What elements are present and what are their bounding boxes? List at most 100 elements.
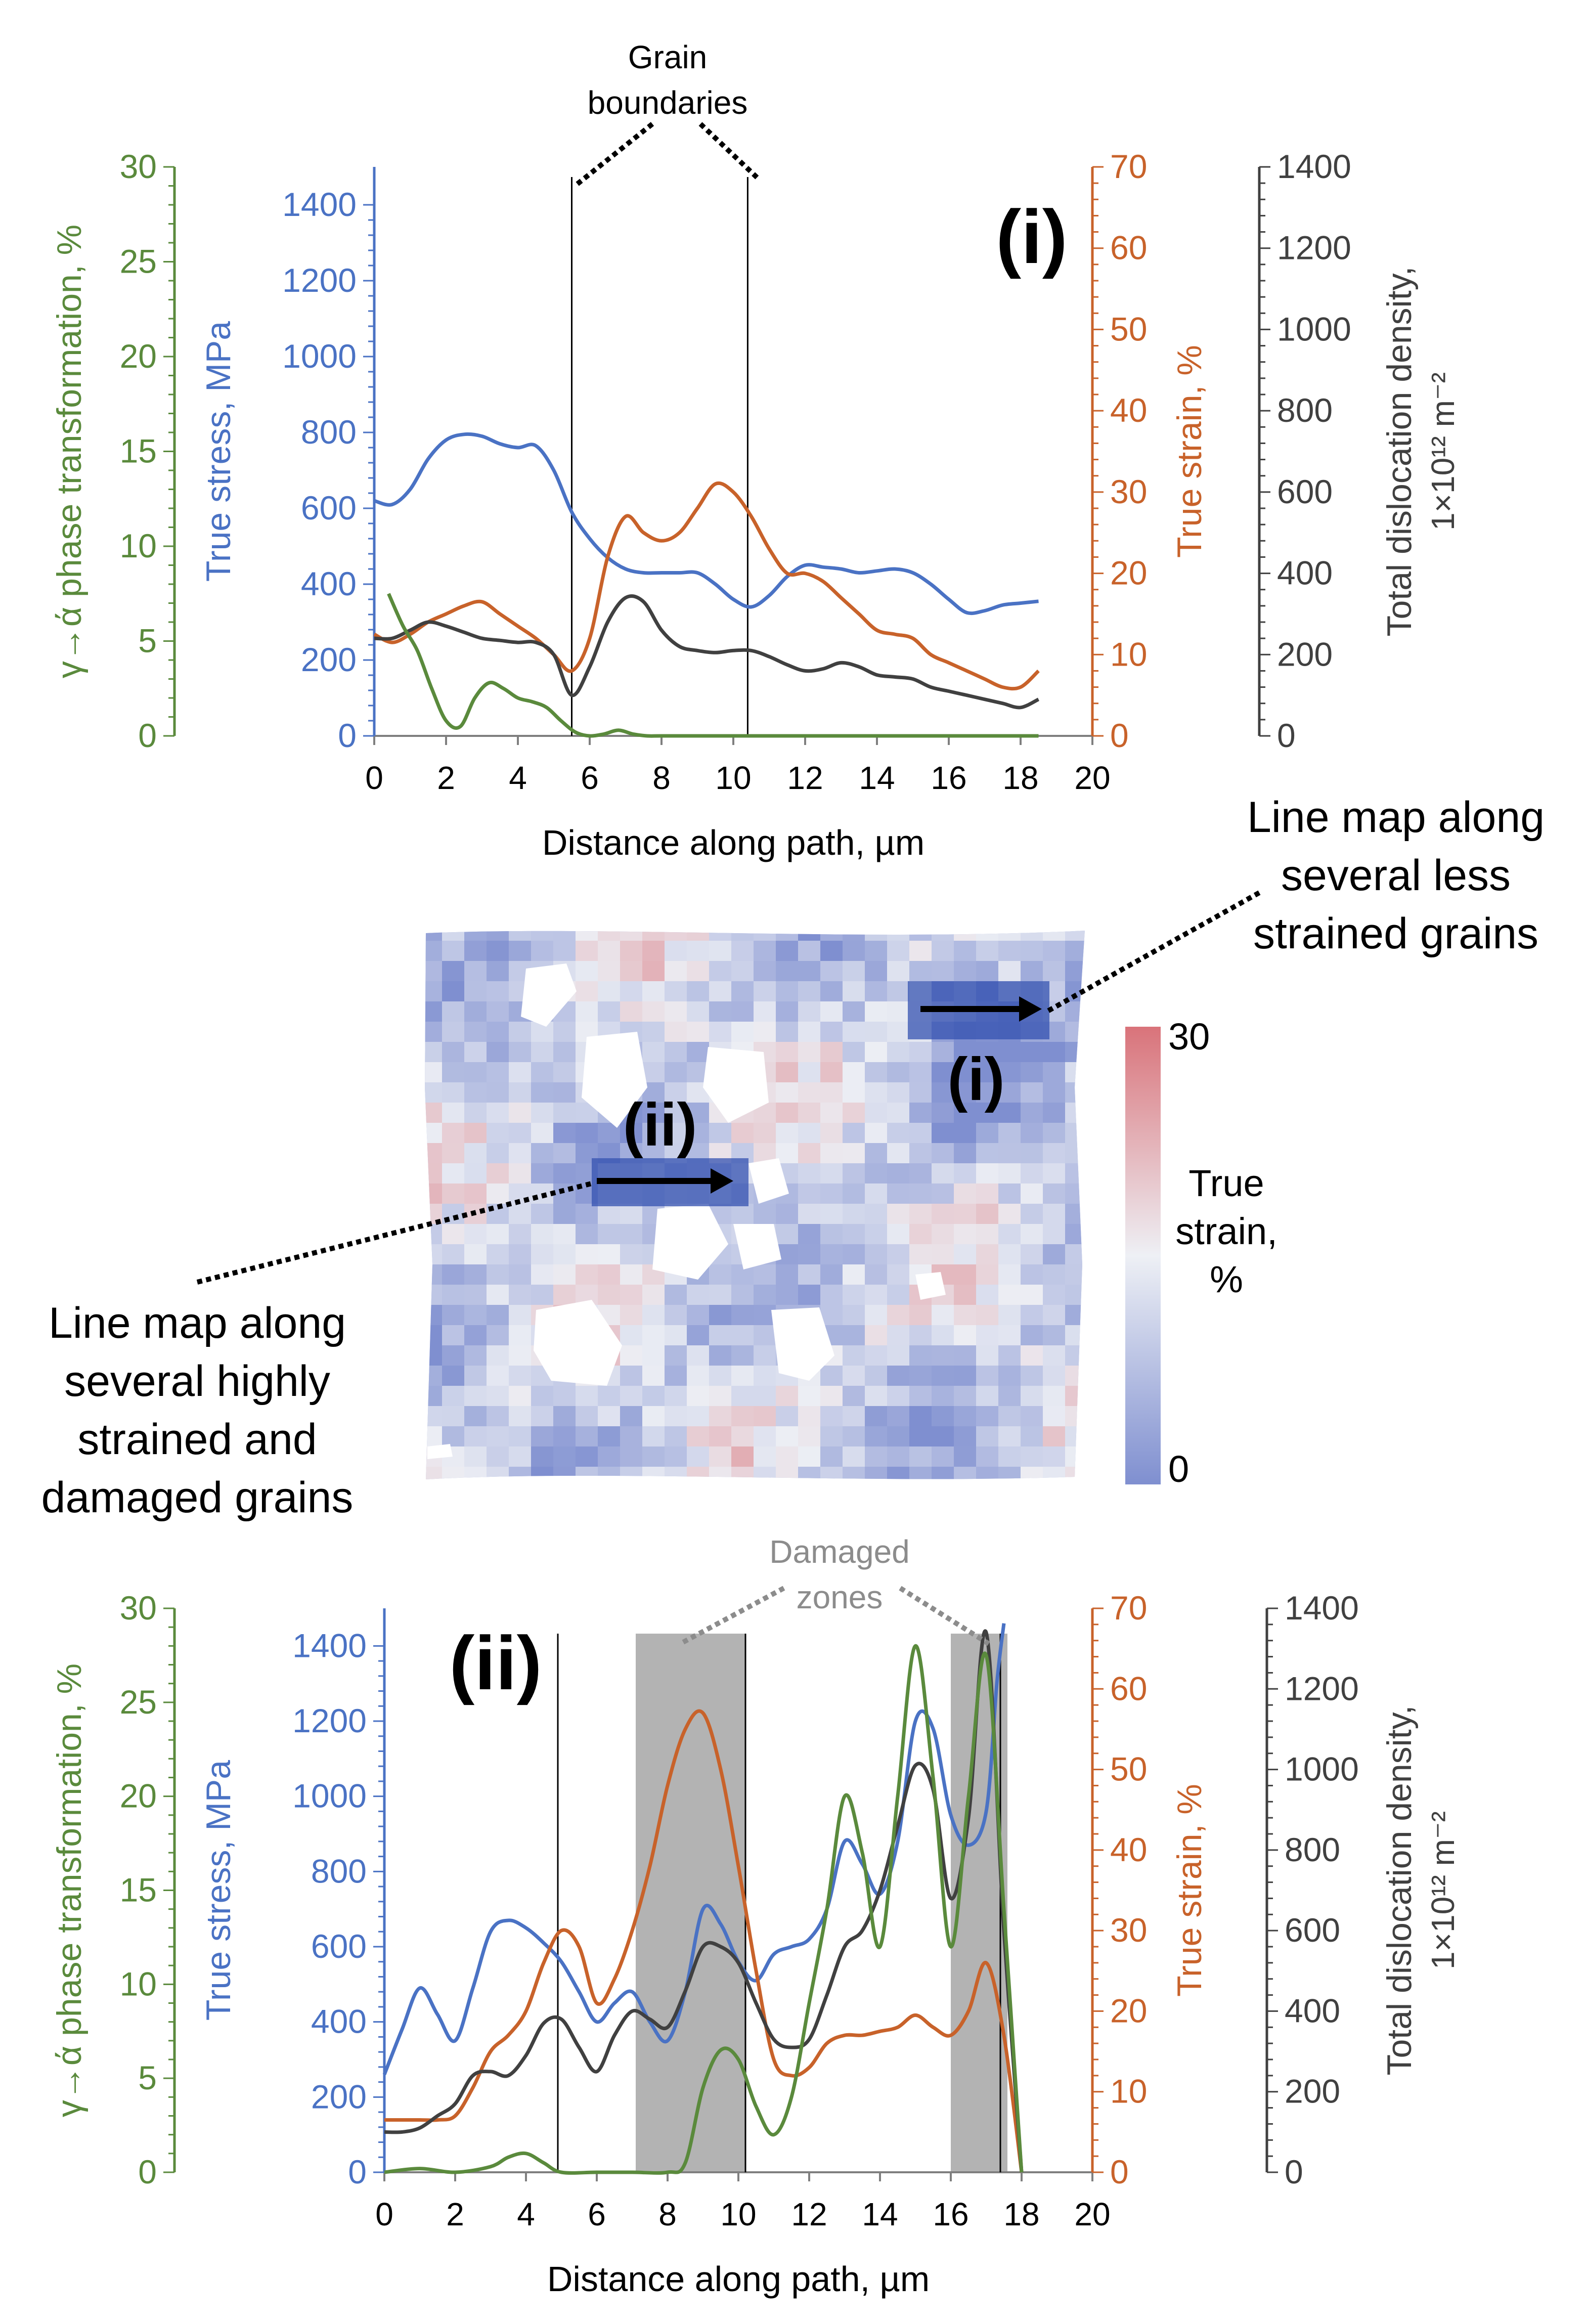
strain-map-cell bbox=[531, 1224, 553, 1244]
panel-i-stress-tick-label: 800 bbox=[301, 413, 357, 451]
strain-map-cell bbox=[709, 1467, 731, 1479]
strain-map-cell bbox=[553, 1426, 576, 1446]
strain-map-cell bbox=[820, 1285, 843, 1305]
strain-map-cell bbox=[1065, 1001, 1085, 1022]
strain-map-cell bbox=[442, 1042, 464, 1062]
strain-map-cell bbox=[509, 1204, 531, 1224]
strain-map-cell bbox=[487, 941, 509, 961]
panel-ii-stress-tick-label: 1400 bbox=[292, 1627, 367, 1664]
strain-map-cell bbox=[731, 1325, 754, 1345]
strain-map-cell bbox=[487, 1305, 509, 1325]
strain-map-cell bbox=[798, 1183, 820, 1204]
strain-map-cell bbox=[887, 1062, 909, 1082]
panel-ii-stress-tick-label: 1200 bbox=[292, 1702, 367, 1739]
strain-map-cell bbox=[487, 1406, 509, 1426]
strain-map-cell bbox=[1087, 1426, 1110, 1446]
strain-map-cell bbox=[820, 1467, 843, 1479]
strain-map-cell bbox=[865, 961, 887, 981]
panel-ii-disloc-tick-label: 200 bbox=[1285, 2073, 1340, 2110]
panel-ii-phase-tick-label: 30 bbox=[120, 1589, 157, 1627]
panel-i-disloc-axis-title-2: 1×10¹² m⁻² bbox=[1425, 372, 1461, 531]
strain-map-cell bbox=[687, 1103, 709, 1123]
strain-map-cell bbox=[598, 981, 620, 1001]
strain-map-cell bbox=[865, 941, 887, 961]
strain-map-cell bbox=[576, 981, 598, 1001]
strain-map-cell bbox=[976, 1446, 998, 1467]
strain-map-cell bbox=[865, 1426, 887, 1446]
strain-map-cell bbox=[1065, 1224, 1085, 1244]
panel-i-strain-line bbox=[373, 481, 1040, 691]
strain-map-cell bbox=[909, 1446, 932, 1467]
strain-map-cell bbox=[509, 1467, 531, 1479]
strain-map-cell bbox=[642, 1446, 665, 1467]
strain-map-cell bbox=[820, 1204, 843, 1224]
strain-map-cell bbox=[425, 1123, 442, 1143]
panel-ii-disloc-line bbox=[384, 1629, 1024, 2173]
strain-map-cell bbox=[709, 1426, 731, 1446]
panel-i-disloc-tick-label: 600 bbox=[1277, 473, 1333, 510]
panel-i-strain-axis-title: True strain, % bbox=[1170, 345, 1209, 558]
strain-map-cell bbox=[820, 1406, 843, 1426]
strain-map-cell bbox=[576, 961, 598, 981]
strain-map-cell bbox=[464, 981, 487, 1001]
strain-map-cell bbox=[687, 1123, 709, 1143]
panel-i-chart-layer: 0 2 4 6 8 10 12 14 16 18 20 Distance along path, µm… bbox=[50, 148, 1461, 862]
strain-map-cell bbox=[998, 1406, 1021, 1426]
strain-map-cell bbox=[553, 1406, 576, 1426]
strain-map-cell bbox=[843, 1022, 865, 1042]
strain-map-cell bbox=[464, 1426, 487, 1446]
strain-map-cell bbox=[865, 1264, 887, 1285]
strain-map-cell bbox=[464, 1406, 487, 1426]
strain-map-cell bbox=[1043, 1325, 1065, 1345]
strain-map-cell bbox=[1087, 1062, 1110, 1082]
panel-ii-x-tick-label: 0 bbox=[375, 2196, 393, 2232]
strain-map-cell bbox=[1065, 1062, 1085, 1082]
strain-map-cell bbox=[620, 1325, 642, 1345]
strain-map-cell bbox=[731, 1123, 754, 1143]
strain-map-cell bbox=[887, 1386, 909, 1406]
strain-map-cell bbox=[1021, 1264, 1043, 1285]
strain-map-cell bbox=[776, 1022, 798, 1042]
highly-strained-note-1: Line map along bbox=[49, 1299, 346, 1347]
less-strained-note-1: Line map along bbox=[1247, 793, 1545, 842]
strain-map-cell bbox=[620, 931, 642, 941]
strain-map-cell bbox=[1021, 1224, 1043, 1244]
panel-i-stress-tick-label: 200 bbox=[301, 641, 357, 678]
less-strained-leader bbox=[1045, 890, 1261, 1014]
strain-map-cell bbox=[665, 1082, 687, 1103]
strain-map-cell bbox=[425, 1386, 442, 1406]
strain-map-cell bbox=[731, 941, 754, 961]
strain-map-cell bbox=[464, 1325, 487, 1345]
strain-map-cell bbox=[843, 1204, 865, 1224]
strain-map-cell bbox=[425, 1345, 442, 1366]
strain-map-cell bbox=[998, 1123, 1021, 1143]
strain-map-cell bbox=[976, 1467, 998, 1479]
strain-map-cell bbox=[865, 1062, 887, 1082]
panel-i-phase-tick-label: 0 bbox=[138, 717, 157, 754]
strain-map-cell bbox=[464, 1103, 487, 1123]
strain-map-cell bbox=[442, 1183, 464, 1204]
strain-map-cell bbox=[776, 1264, 798, 1285]
strain-map-cell bbox=[954, 1305, 976, 1325]
strain-map-cell bbox=[509, 1123, 531, 1143]
panel-ii-disloc-tick-label: 600 bbox=[1285, 1911, 1340, 1949]
panel-i-label: (i) bbox=[996, 194, 1068, 279]
strain-map-cell bbox=[553, 1062, 576, 1082]
strain-map-cell bbox=[843, 1426, 865, 1446]
strain-map-cell bbox=[1043, 1446, 1065, 1467]
strain-map-cell bbox=[665, 1325, 687, 1345]
strain-map-cell bbox=[754, 1123, 776, 1143]
arrowhead-i bbox=[1019, 996, 1042, 1022]
strain-map-cell bbox=[865, 1163, 887, 1183]
strain-map-cell bbox=[843, 1285, 865, 1305]
strain-map-cell bbox=[509, 1082, 531, 1103]
strain-map-cell bbox=[820, 1305, 843, 1325]
strain-map-cell bbox=[509, 1325, 531, 1345]
strain-map-cell bbox=[531, 1103, 553, 1123]
strain-map-cell bbox=[576, 1123, 598, 1143]
strain-map-cell bbox=[687, 1022, 709, 1042]
damaged-zones-note-line1: Damaged bbox=[769, 1533, 910, 1570]
panel-i-x-tick-label: 4 bbox=[509, 760, 527, 796]
strain-map-cell bbox=[1043, 1143, 1065, 1163]
strain-map-cell bbox=[1065, 1082, 1085, 1103]
